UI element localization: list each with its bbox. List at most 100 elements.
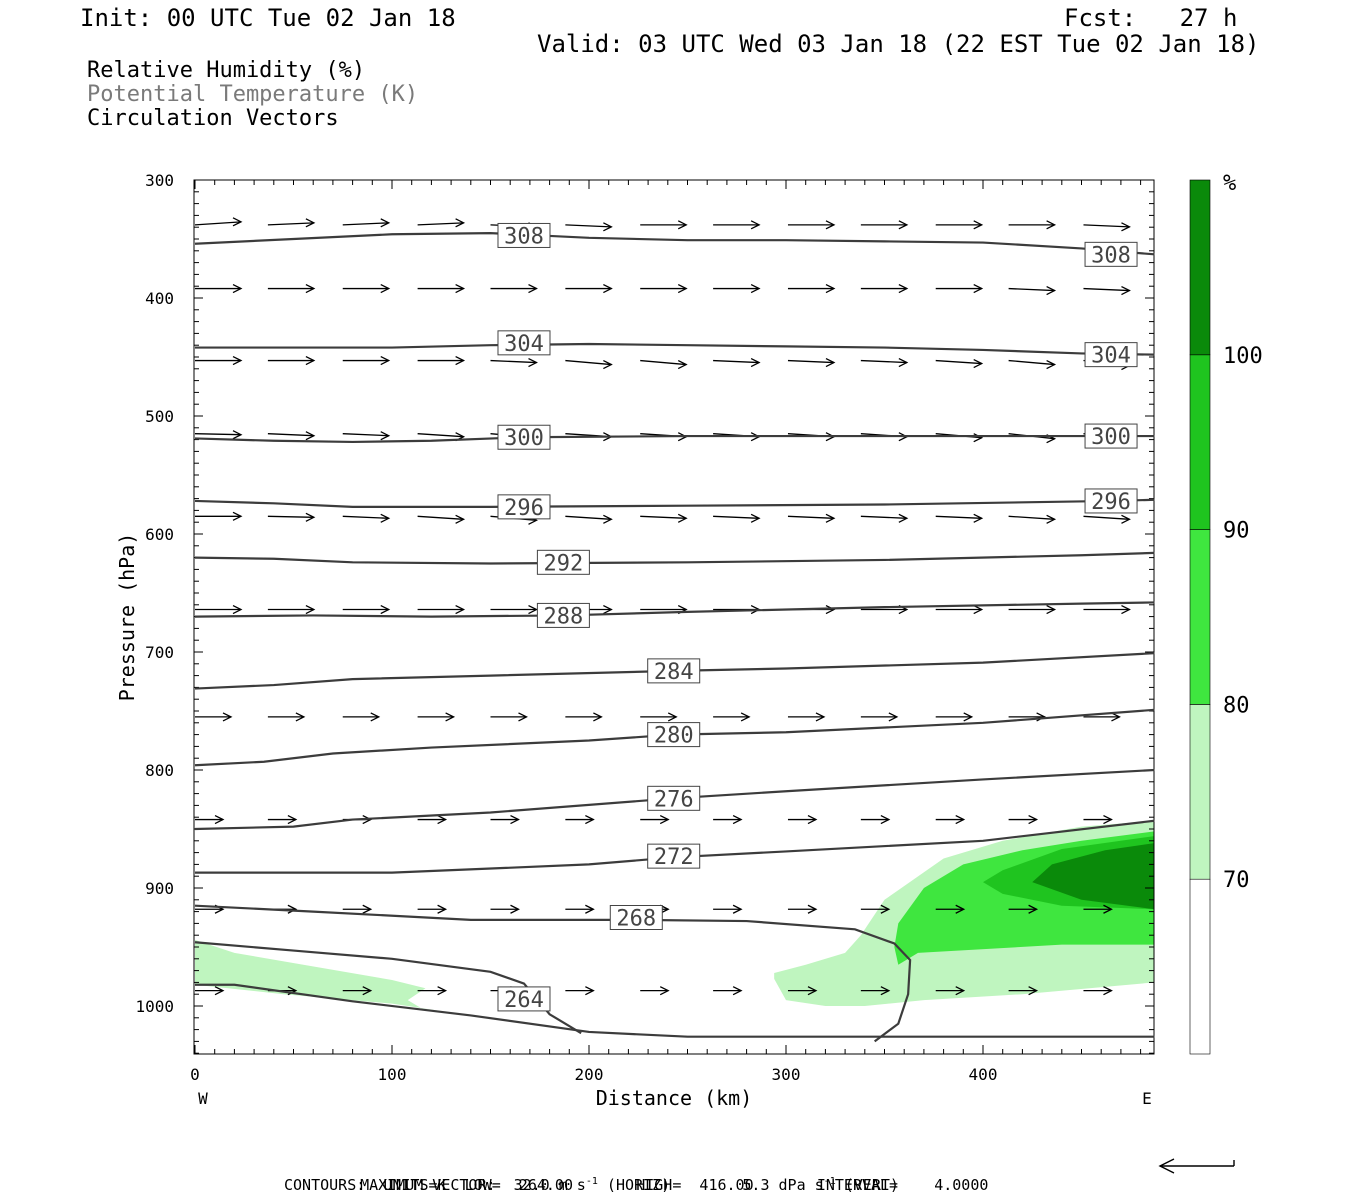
circulation-vector bbox=[417, 222, 464, 226]
vector-arrowhead bbox=[380, 431, 391, 441]
vector-arrowhead bbox=[305, 283, 316, 294]
horiz-label: (HORIZ) bbox=[606, 1176, 671, 1194]
x-end-label-east: E bbox=[1142, 1089, 1152, 1108]
vector-arrowhead bbox=[455, 355, 466, 366]
theta-contour bbox=[195, 819, 1155, 874]
vector-arrowhead bbox=[1103, 904, 1113, 914]
colorbar-segment bbox=[1189, 704, 1211, 880]
colorbar-segment bbox=[1189, 529, 1211, 705]
vector-arrowhead bbox=[1121, 514, 1131, 524]
x-end-label-west: W bbox=[198, 1089, 208, 1108]
circulation-vector bbox=[267, 515, 314, 518]
vector-arrowhead bbox=[1046, 285, 1057, 296]
circulation-vector bbox=[787, 515, 834, 519]
theta-contour bbox=[194, 551, 1155, 565]
x-tick-label: 400 bbox=[969, 1065, 998, 1084]
footer-max-vector: MAXIMUM VECTOR: 32.0 m s-1 (HORIZ) 5.3 d… bbox=[342, 1158, 899, 1194]
circulation-vector bbox=[713, 359, 760, 364]
contour-label: 276 bbox=[654, 787, 694, 812]
vector-arrowhead bbox=[1121, 222, 1131, 232]
circulation-vector bbox=[342, 222, 389, 226]
vector-arrowhead bbox=[528, 357, 538, 368]
contour-label-box bbox=[497, 222, 551, 248]
vector-arrowhead bbox=[973, 220, 984, 230]
vector-arrowhead bbox=[1046, 604, 1057, 615]
circulation-vector bbox=[787, 359, 834, 364]
vector-arrowhead bbox=[815, 712, 826, 722]
vector-arrowhead bbox=[732, 986, 743, 996]
vector-arrowhead bbox=[455, 218, 466, 228]
y-tick-label: 300 bbox=[145, 171, 174, 190]
circulation-vector bbox=[1083, 287, 1130, 292]
vector-arrowhead bbox=[362, 986, 373, 996]
circulation-vector bbox=[1008, 515, 1055, 520]
circulation-vector bbox=[640, 359, 687, 366]
contour-label-box bbox=[497, 986, 551, 1012]
vector-arrowhead bbox=[659, 814, 670, 825]
contour-label: 280 bbox=[654, 724, 694, 749]
contour-label: 300 bbox=[504, 426, 544, 451]
vector-arrowhead bbox=[1111, 712, 1121, 722]
contour-label-box bbox=[1084, 423, 1138, 449]
vector-arrowhead bbox=[518, 712, 528, 722]
circulation-vector bbox=[565, 359, 612, 366]
vector-arrowhead bbox=[232, 430, 243, 440]
vector-arrowhead bbox=[380, 283, 391, 294]
contour-label: 304 bbox=[1091, 344, 1131, 369]
circulation-vector bbox=[860, 359, 907, 364]
vector-arrowhead bbox=[1103, 814, 1113, 825]
colorbar-label: 70 bbox=[1223, 868, 1250, 893]
contour-label: 264 bbox=[504, 988, 544, 1013]
vector-arrowhead bbox=[305, 431, 316, 441]
legend-rh: Relative Humidity (%) bbox=[87, 58, 366, 83]
colorbar-unit: % bbox=[1223, 171, 1236, 196]
vector-arrowhead bbox=[825, 283, 836, 294]
vector-arrowhead bbox=[825, 357, 836, 368]
x-tick-label: 100 bbox=[378, 1065, 407, 1084]
x-tick-label: 300 bbox=[772, 1065, 801, 1084]
contour-label-box bbox=[497, 494, 551, 520]
contour-label-box bbox=[609, 905, 663, 930]
vector-arrowhead bbox=[955, 814, 966, 825]
circulation-vector bbox=[1083, 224, 1130, 228]
contour-label-box bbox=[647, 843, 701, 869]
circulation-vector bbox=[194, 433, 242, 436]
contour-label-box bbox=[536, 549, 590, 575]
contour-label-box bbox=[1084, 488, 1138, 514]
theta-contour bbox=[194, 708, 1155, 767]
vector-arrowhead bbox=[1028, 986, 1039, 996]
vector-arrowhead bbox=[807, 904, 818, 914]
legend-theta: Potential Temperature (K) bbox=[87, 82, 419, 107]
vector-arrowhead bbox=[603, 514, 613, 524]
contour-label: 308 bbox=[504, 224, 544, 249]
vector-arrowhead bbox=[973, 358, 984, 369]
circulation-vector bbox=[935, 359, 982, 365]
vector-arrowhead bbox=[807, 986, 818, 996]
vector-arrowhead bbox=[232, 511, 243, 521]
vector-arrowhead bbox=[445, 712, 456, 722]
vector-arrowhead bbox=[214, 814, 225, 825]
vector-arrowhead bbox=[362, 904, 373, 914]
vector-arrowhead bbox=[750, 513, 761, 523]
init-time: Init: 00 UTC Tue 02 Jan 18 bbox=[80, 4, 456, 32]
x-tick-label: 200 bbox=[575, 1065, 604, 1084]
vector-arrowhead bbox=[380, 513, 391, 523]
theta-contour bbox=[194, 434, 1155, 444]
circulation-vector bbox=[1008, 359, 1055, 366]
colorbar-segment bbox=[1189, 878, 1211, 1055]
vector-arrowhead bbox=[659, 986, 670, 996]
theta-contour bbox=[194, 498, 1155, 508]
circulation-vector bbox=[1083, 515, 1130, 520]
contour-label: 288 bbox=[544, 604, 584, 629]
y-tick-label: 700 bbox=[145, 643, 174, 662]
vector-arrowhead bbox=[825, 513, 836, 523]
theta-contour bbox=[194, 768, 1155, 831]
vector-arrowhead bbox=[455, 283, 466, 294]
footer-contours: CONTOURS: UNITS=K LOW= 264.00 HIGH= 416.… bbox=[284, 1176, 989, 1194]
contour-label: 292 bbox=[544, 551, 584, 576]
vector-arrowhead bbox=[593, 712, 603, 722]
y-tick-label: 1000 bbox=[135, 997, 174, 1016]
colorbar-label: 80 bbox=[1223, 693, 1250, 718]
vector-arrowhead bbox=[437, 904, 448, 914]
